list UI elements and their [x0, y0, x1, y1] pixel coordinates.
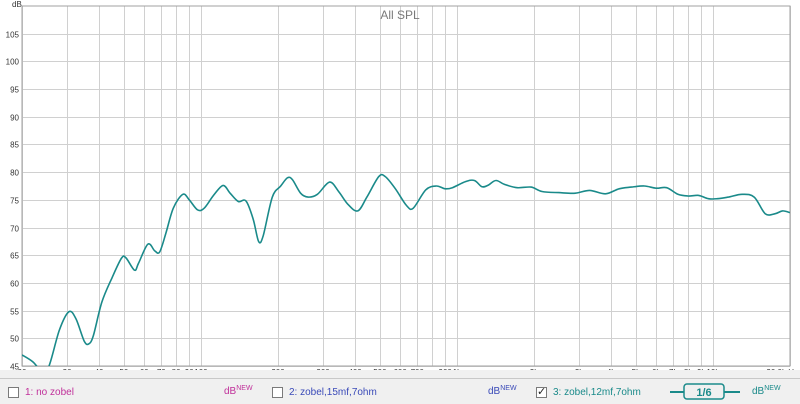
x-tick-label: 1k [453, 368, 462, 370]
chart-title: All SPL [380, 8, 420, 22]
x-tick-label: 80 [172, 368, 181, 370]
legend-checkbox-2[interactable] [272, 386, 283, 398]
x-tick-label: 60 [140, 368, 149, 370]
x-tick-label: 4k [607, 368, 616, 370]
tick-label-layer: 45 50 55 60 65 70 75 80 85 90 95 100 105 20 30 40 50 60 70… [6, 31, 798, 371]
x-tick-label: 50 [119, 368, 128, 370]
db-new-sup-3: NEW [764, 385, 781, 392]
smoothing-label: 1/6 [696, 387, 711, 399]
y-tick-label: 100 [6, 58, 20, 67]
y-axis-unit: dB [12, 0, 22, 9]
db-new-button-1[interactable]: dBNEW [224, 385, 253, 397]
smoothing-box-frame [683, 383, 725, 400]
y-tick-label: 80 [10, 169, 19, 178]
x-tick-label: 900 [439, 368, 453, 370]
y-tick-label: 55 [10, 308, 19, 317]
y-tick-label: 60 [10, 280, 19, 289]
y-tick-label: 105 [6, 31, 20, 40]
x-tick-label: 6k [652, 368, 661, 370]
x-tick-label: 70 [157, 368, 166, 370]
x-tick-label: 700 [411, 368, 425, 370]
legend-checkbox-3[interactable] [536, 385, 547, 398]
legend-bar: 1: no zobel dBNEW 2: zobel,15mf,7ohm dBN… [0, 378, 800, 404]
series-line-1 [22, 173, 790, 366]
x-tick-label: 40 [95, 368, 104, 370]
x-tick-label: 200 [271, 368, 285, 370]
series-layer [22, 173, 790, 366]
x-tick-label: 10k [706, 368, 720, 370]
legend-label-3: 3: zobel,12mf,7ohm [553, 386, 641, 398]
x-tick-label: 9k [697, 368, 706, 370]
y-tick-label: 45 [10, 363, 19, 371]
legend-item-3[interactable]: 3: zobel,12mf,7ohm [536, 384, 641, 400]
legend-label-2: 2: zobel,15mf,7ohm [289, 386, 377, 398]
y-tick-label: 70 [10, 225, 19, 234]
db-new-sup-2: NEW [500, 385, 517, 392]
legend-item-2[interactable]: 2: zobel,15mf,7ohm [272, 384, 377, 400]
db-new-button-2[interactable]: dBNEW [488, 385, 517, 397]
x-tick-label: 3k [575, 368, 584, 370]
smoothing-selector[interactable]: 1/6 [670, 383, 740, 400]
x-tick-label: 30 [63, 368, 72, 370]
x-tick-label: 400 [348, 368, 362, 370]
y-tick-label: 95 [10, 86, 19, 95]
db-text-3: dB [752, 386, 765, 397]
plot-frame [21, 5, 791, 367]
y-tick-label: 75 [10, 197, 19, 206]
x-tick-label: 500 [373, 368, 387, 370]
y-tick-label: 90 [10, 114, 19, 123]
x-tick-label: 20.0k Hz [766, 368, 798, 370]
spl-chart: 45 50 55 60 65 70 75 80 85 90 95 100 105 20 30 40 50 60 70… [0, 0, 800, 370]
y-tick-label: 65 [10, 252, 19, 261]
y-tick-label: 50 [10, 335, 19, 344]
legend-checkbox-1[interactable] [8, 386, 19, 398]
x-tick-label: 7k [669, 368, 678, 370]
x-tick-label: 2k [530, 368, 539, 370]
db-text-1: dB [224, 386, 237, 397]
legend-item-1[interactable]: 1: no zobel [8, 384, 74, 400]
x-tick-label: 600 [393, 368, 407, 370]
x-tick-label: 8k [684, 368, 693, 370]
y-tick-label: 85 [10, 141, 19, 150]
db-new-sup-1: NEW [236, 385, 253, 392]
chart-svg: 45 50 55 60 65 70 75 80 85 90 95 100 105 20 30 40 50 60 70… [0, 0, 800, 370]
db-text-2: dB [488, 386, 501, 397]
legend-label-1: 1: no zobel [25, 386, 74, 398]
x-tick-label: 5k [632, 368, 641, 370]
db-new-button-3[interactable]: dBNEW [752, 385, 781, 397]
x-tick-label: 300 [316, 368, 330, 370]
x-tick-label: 20 [18, 368, 27, 370]
x-tick-label: 100 [194, 368, 208, 370]
x-tick-label: 90 [185, 368, 194, 370]
